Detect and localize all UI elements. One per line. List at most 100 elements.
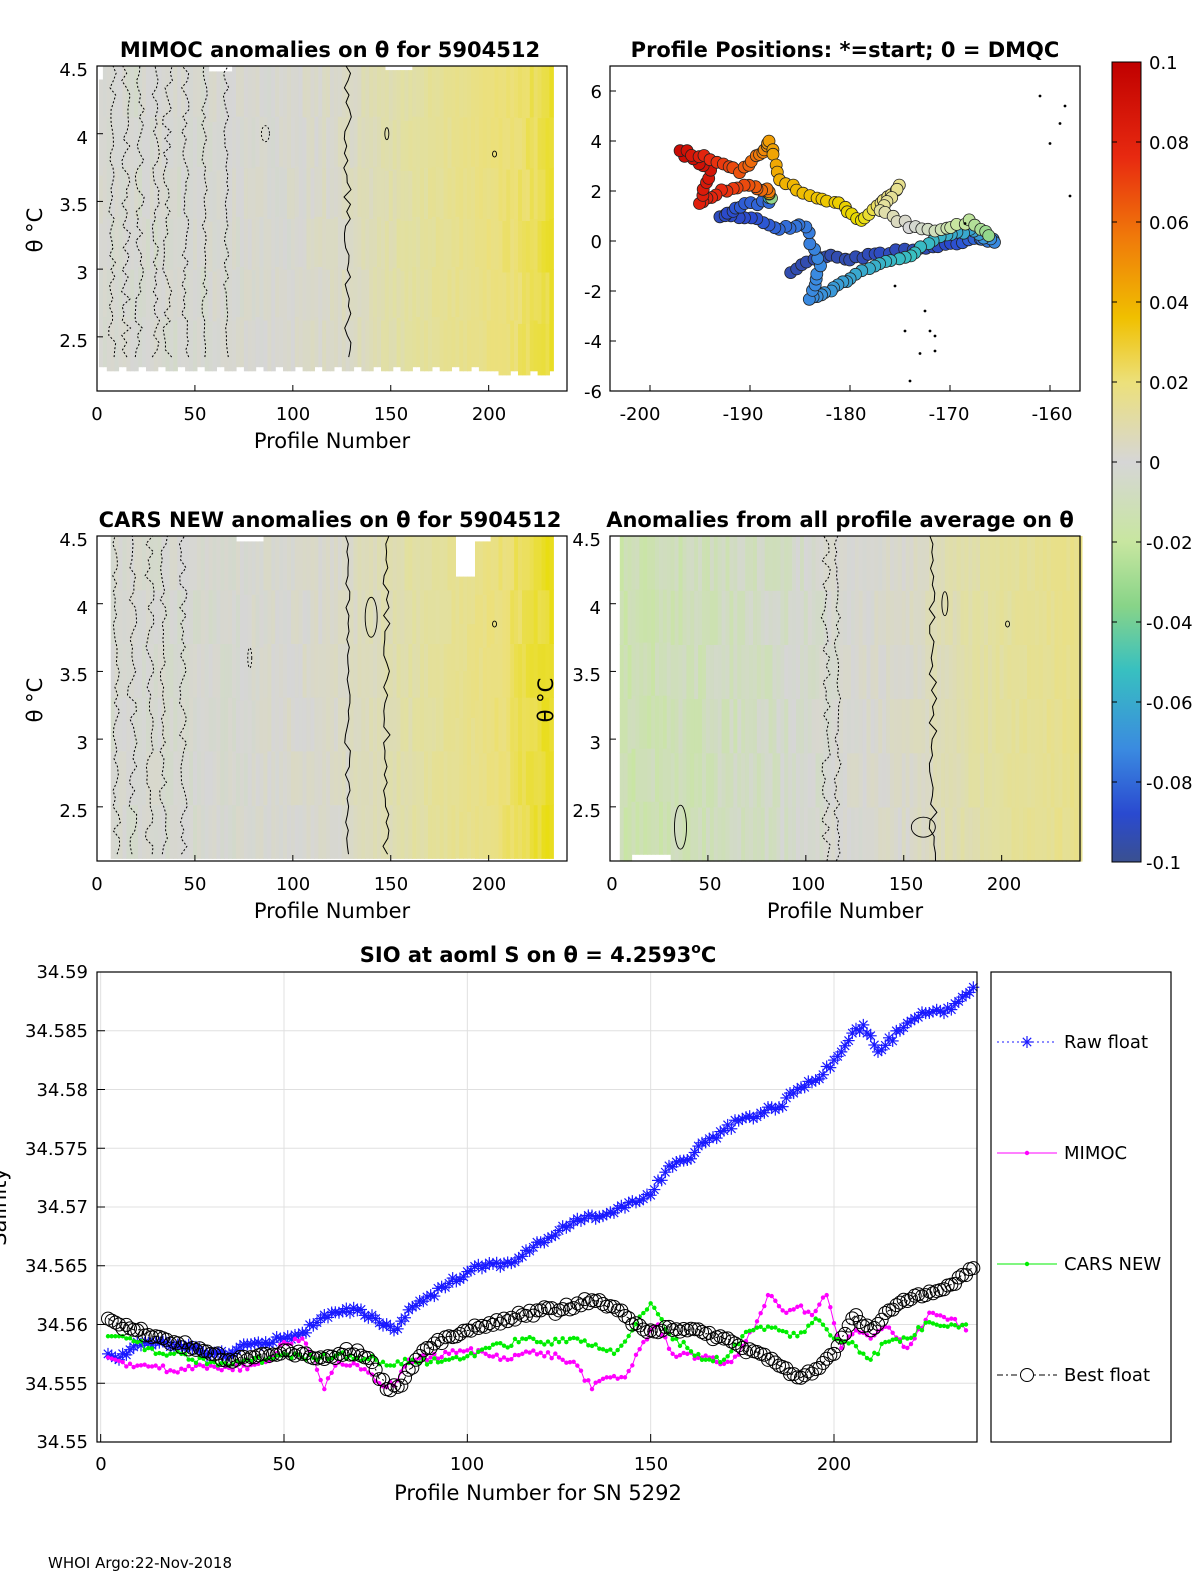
heatmap-cell [212,71,217,122]
heatmap-cell [941,752,946,808]
heatmap-cell [373,266,378,318]
heatmap-cell [189,66,194,118]
heatmap-cell [651,748,656,802]
heatmap-cell [420,643,425,698]
footer-credit: WHOI Argo:22-Nov-2018 [48,1554,232,1572]
heatmap-cell [894,644,899,700]
heatmap-cell [369,589,374,644]
data-point [695,1325,709,1340]
data-point [446,1351,452,1357]
heatmap-cell [670,806,676,862]
heatmap-cell [330,643,335,698]
heatmap-cell [236,116,241,167]
heatmap-cell [545,750,550,806]
heatmap-cell [800,806,805,862]
heatmap-cell [459,576,464,625]
heatmap-cell [412,697,417,752]
heatmap-cell [506,271,511,324]
data-point [175,1370,180,1375]
heatmap-cell [396,536,402,591]
heatmap-cell [886,698,891,754]
star-stroke [943,1003,953,1013]
heatmap-cell [471,166,476,217]
heatmap-cell [240,66,245,117]
heatmap-cell [706,806,711,862]
heatmap-cell [224,536,229,591]
heatmap-cell [287,750,292,806]
heatmap-cell [827,806,832,862]
heatmap-cell [106,116,112,169]
heatmap-cell [768,644,774,700]
heatmap-cell [420,319,425,372]
heatmap-cell [952,752,958,808]
heatmap-cell [302,66,308,118]
data-point [626,1333,631,1339]
heatmap-cell [956,752,962,808]
heatmap-cell [1003,590,1009,645]
heatmap-cell [122,697,127,752]
contour-line [159,535,168,855]
heatmap-cell [314,266,319,318]
heatmap-cell [905,644,911,700]
heatmap-cell [322,116,327,169]
heatmap-cell [850,806,856,862]
heatmap-cell [956,644,962,700]
heatmap-cell [1019,536,1024,591]
positions-ytick: -2 [584,282,602,303]
heatmap-cell [819,644,824,700]
data-point [120,1359,125,1365]
heatmap-cell [408,270,413,322]
heatmap-cell [964,644,969,700]
heatmap-cell [377,166,382,217]
heatmap-cell [294,643,300,698]
star-stroke [767,1102,777,1112]
data-point [930,1321,936,1326]
heatmap-cell [267,167,272,219]
data-point [828,1333,833,1338]
heatmap-cell [365,319,370,372]
heatmap-cell [247,167,253,219]
heatmap-cell [878,590,883,645]
heatmap-cell [525,589,531,644]
heatmap-cell [118,216,123,267]
heatmap-cell [302,750,308,806]
salinity-ytick: 34.57 [36,1197,88,1218]
heatmap-cell [1070,590,1075,645]
star-marker [868,1038,881,1051]
heatmap-cell [1054,752,1059,808]
heatmap-cell [318,536,323,591]
data-point [571,1359,576,1365]
cars-heatmap [110,536,554,859]
heatmap-cell [764,806,770,862]
heatmap-cell [232,167,237,219]
heatmap-cell [1050,590,1056,645]
heatmap-cell [247,699,253,754]
data-point [376,1372,390,1387]
heatmap-cell [337,116,343,167]
heatmap-cell [271,116,276,169]
data-point [534,1339,540,1345]
heatmap-cell [549,218,554,270]
heatmap-cell [404,697,409,752]
data-point [498,1357,503,1363]
heatmap-cell [216,536,221,591]
heatmap-cell [999,806,1005,862]
heatmap-cell [623,752,629,808]
heatmap-cell [694,644,699,700]
heatmap-cell [948,536,954,591]
heatmap-cell [361,750,366,806]
heatmap-cell [161,66,167,117]
heatmap-cell [420,116,425,169]
heatmap-cell [431,536,437,591]
data-point [619,1343,624,1348]
heatmap-cell [310,269,315,321]
heatmap-cell [290,643,296,698]
heatmap-cell [216,169,221,220]
data-point [912,1333,917,1338]
heatmap-cell [1035,752,1040,808]
data-point [725,1359,730,1365]
heatmap-cell [772,644,777,700]
heatmap-cell [780,536,785,591]
heatmap-cell [1035,698,1040,754]
heatmap-cell [776,698,781,754]
